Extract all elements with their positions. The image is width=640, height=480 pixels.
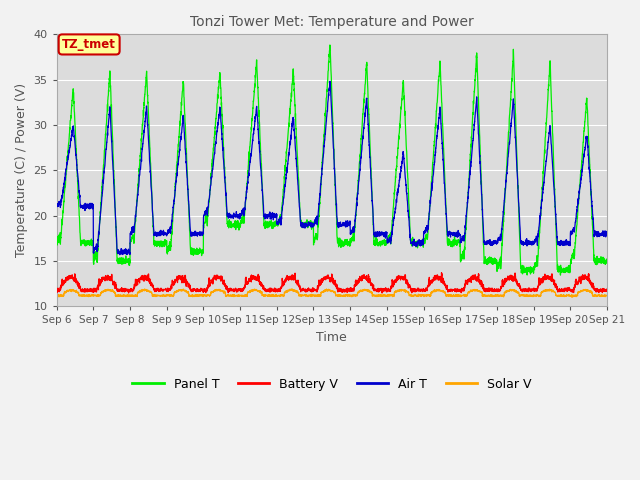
- Line: Panel T: Panel T: [57, 45, 607, 275]
- Panel T: [53, 242, 61, 248]
- Panel T: [396, 131, 403, 137]
- Title: Tonzi Tower Met: Temperature and Power: Tonzi Tower Met: Temperature and Power: [190, 15, 474, 29]
- Line: Battery V: Battery V: [57, 273, 607, 293]
- Panel T: [603, 256, 611, 262]
- Battery V: [207, 281, 214, 287]
- Panel T: [551, 192, 559, 198]
- Panel T: [603, 258, 611, 264]
- Battery V: [171, 277, 179, 283]
- Panel T: [207, 182, 214, 188]
- Battery V: [603, 287, 611, 292]
- Air T: [603, 230, 611, 236]
- Panel T: [557, 272, 564, 278]
- Battery V: [386, 287, 394, 293]
- Air T: [386, 236, 394, 241]
- Solar V: [396, 287, 403, 293]
- Solar V: [568, 294, 576, 300]
- Solar V: [53, 292, 61, 298]
- Line: Air T: Air T: [57, 81, 607, 255]
- Panel T: [386, 233, 394, 239]
- Solar V: [207, 292, 214, 298]
- Solar V: [551, 289, 559, 295]
- Air T: [551, 199, 559, 204]
- Legend: Panel T, Battery V, Air T, Solar V: Panel T, Battery V, Air T, Solar V: [127, 372, 536, 396]
- Solar V: [171, 289, 179, 295]
- Air T: [396, 177, 403, 183]
- Air T: [53, 204, 61, 210]
- Battery V: [551, 281, 559, 287]
- Air T: [207, 183, 214, 189]
- Solar V: [603, 293, 611, 299]
- Panel T: [326, 42, 333, 48]
- Air T: [116, 252, 124, 258]
- Y-axis label: Temperature (C) / Power (V): Temperature (C) / Power (V): [15, 84, 28, 257]
- Solar V: [386, 292, 394, 298]
- Battery V: [603, 287, 611, 292]
- Panel T: [171, 195, 179, 201]
- Battery V: [378, 290, 386, 296]
- Air T: [326, 78, 333, 84]
- Battery V: [438, 270, 445, 276]
- Text: TZ_tmet: TZ_tmet: [62, 38, 116, 51]
- Air T: [603, 232, 611, 238]
- Line: Solar V: Solar V: [57, 289, 607, 297]
- Battery V: [396, 275, 403, 281]
- X-axis label: Time: Time: [316, 331, 347, 344]
- Battery V: [53, 288, 61, 294]
- Solar V: [288, 286, 296, 292]
- Air T: [171, 192, 179, 198]
- Solar V: [603, 293, 611, 299]
